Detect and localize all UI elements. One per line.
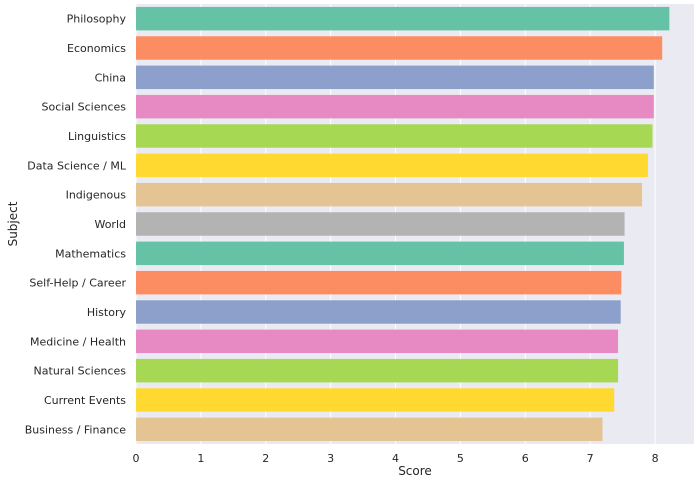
bar [136,94,654,119]
y-tick-label: Economics [67,42,126,55]
x-tick-label: 8 [652,452,659,465]
x-tick-label: 0 [133,452,140,465]
y-tick-label: China [95,71,126,84]
bar [136,329,619,354]
x-tick-label: 7 [587,452,594,465]
x-tick-label: 6 [522,452,529,465]
y-tick-label: Indigenous [66,189,127,202]
y-tick-label: Social Sciences [42,101,127,114]
bar [136,182,643,207]
y-tick-label: Philosophy [67,13,127,26]
y-tick-label: Data Science / ML [27,159,127,172]
x-tick-label: 5 [457,452,464,465]
y-tick-label: World [94,218,126,231]
y-tick-label: Business / Finance [25,423,127,436]
y-tick-label: Linguistics [68,130,126,143]
bars [136,6,670,442]
x-tick-label: 1 [197,452,204,465]
y-tick-labels: Philosophy Economics China Social Sciences L… [25,13,127,437]
y-tick-label: Natural Sciences [34,365,127,378]
y-tick-label: Current Events [44,394,126,407]
x-axis-label: Score [398,464,432,478]
bar [136,358,619,383]
x-tick-label: 2 [262,452,269,465]
y-tick-label: Medicine / Health [30,335,126,348]
bar [136,153,648,178]
bar [136,417,603,442]
x-tick-label: 4 [392,452,399,465]
x-tick-labels: 0 1 2 3 4 5 6 7 8 [133,452,659,465]
bar [136,212,625,236]
y-tick-label: Mathematics [55,247,126,260]
bar [136,300,621,324]
x-tick-label: 3 [327,452,334,465]
y-tick-label: History [87,306,127,319]
bar [136,6,670,31]
y-tick-label: Self-Help / Career [29,277,126,290]
bar [136,270,622,295]
bar [136,65,654,90]
bar [136,36,663,60]
y-axis-label: Subject [6,201,20,246]
bar [136,241,624,266]
bar [136,124,653,148]
bar [136,388,615,412]
